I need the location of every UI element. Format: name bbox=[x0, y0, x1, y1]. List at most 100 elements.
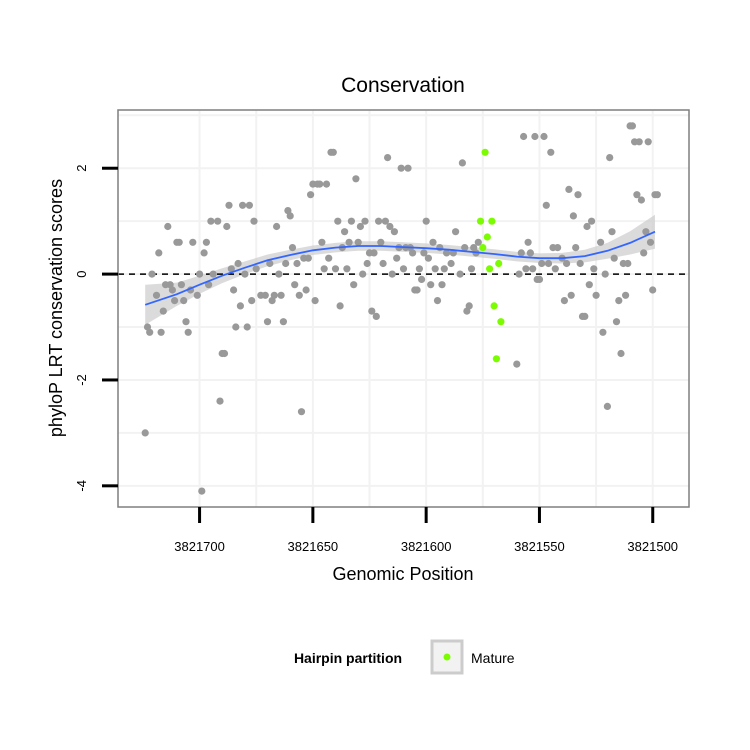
point-other bbox=[336, 302, 344, 310]
point-other bbox=[599, 328, 607, 336]
point-other bbox=[175, 238, 183, 246]
x-tick-label: 3821550 bbox=[514, 539, 565, 554]
point-other bbox=[644, 138, 652, 146]
point-other bbox=[245, 201, 253, 209]
point-other bbox=[225, 201, 233, 209]
y-tick-label: 2 bbox=[74, 165, 89, 172]
point-other bbox=[273, 222, 281, 231]
point-other bbox=[200, 249, 208, 257]
x-tick-label: 3821650 bbox=[288, 539, 339, 554]
point-other bbox=[198, 487, 206, 495]
point-other bbox=[456, 270, 464, 278]
point-other bbox=[581, 312, 589, 320]
point-other bbox=[277, 291, 285, 299]
point-other bbox=[263, 318, 272, 326]
point-other bbox=[467, 265, 476, 273]
point-other bbox=[157, 328, 165, 336]
point-other bbox=[413, 286, 421, 294]
point-other bbox=[529, 265, 537, 273]
point-other bbox=[304, 254, 312, 262]
point-other bbox=[572, 244, 580, 252]
point-other bbox=[431, 265, 439, 273]
point-other bbox=[526, 249, 535, 257]
point-other bbox=[452, 228, 460, 236]
point-other bbox=[155, 249, 163, 257]
x-tick-label: 3821500 bbox=[627, 539, 678, 554]
confidence-ribbon bbox=[145, 214, 655, 325]
point-other bbox=[542, 201, 550, 209]
point-other bbox=[141, 429, 149, 437]
point-other bbox=[461, 244, 469, 252]
point-other bbox=[168, 286, 176, 294]
point-other bbox=[356, 222, 364, 231]
grid-lines bbox=[118, 110, 689, 507]
legend: Hairpin partition Mature bbox=[294, 639, 515, 675]
legend-key-mature-dot bbox=[443, 653, 451, 661]
point-other bbox=[316, 180, 324, 188]
point-other bbox=[590, 265, 598, 273]
point-other bbox=[270, 291, 278, 299]
point-other bbox=[415, 265, 423, 273]
point-other bbox=[585, 281, 593, 289]
point-other bbox=[569, 212, 578, 220]
point-other bbox=[551, 265, 559, 273]
point-other bbox=[148, 270, 156, 278]
point-other bbox=[390, 228, 398, 236]
point-other bbox=[418, 275, 426, 283]
point-other bbox=[388, 270, 396, 278]
point-mature bbox=[476, 217, 485, 225]
point-other bbox=[424, 254, 432, 262]
point-other bbox=[214, 217, 222, 225]
point-other bbox=[375, 217, 383, 225]
point-other bbox=[440, 265, 448, 273]
point-other bbox=[266, 259, 274, 268]
point-other bbox=[343, 265, 351, 273]
point-other bbox=[282, 259, 290, 268]
point-other bbox=[653, 191, 661, 199]
point-other bbox=[302, 286, 310, 294]
point-other bbox=[443, 249, 451, 257]
point-other bbox=[216, 397, 224, 405]
point-other bbox=[447, 259, 455, 268]
point-other bbox=[354, 238, 362, 246]
point-other bbox=[377, 238, 385, 246]
point-other bbox=[177, 281, 185, 289]
point-other bbox=[307, 191, 315, 199]
point-other bbox=[517, 249, 525, 257]
point-other bbox=[184, 328, 192, 336]
point-other bbox=[606, 154, 614, 162]
point-other bbox=[399, 265, 408, 273]
point-other bbox=[633, 191, 641, 199]
point-other bbox=[612, 318, 621, 326]
point-other bbox=[427, 281, 435, 289]
plot-panel-border bbox=[117, 109, 690, 508]
point-other bbox=[261, 291, 269, 299]
point-other bbox=[196, 270, 204, 278]
point-mature bbox=[483, 233, 491, 241]
point-other bbox=[565, 185, 573, 193]
point-mature bbox=[497, 318, 505, 326]
point-mature bbox=[481, 148, 489, 156]
chart-title: Conservation bbox=[341, 74, 465, 97]
point-other bbox=[637, 196, 646, 204]
point-other bbox=[189, 238, 197, 246]
point-other bbox=[583, 222, 591, 231]
point-other bbox=[531, 132, 539, 141]
point-other bbox=[311, 297, 319, 305]
point-other bbox=[646, 238, 655, 246]
point-other bbox=[465, 302, 473, 310]
point-other bbox=[193, 291, 201, 299]
x-tick-label: 3821700 bbox=[174, 539, 225, 554]
point-other bbox=[560, 297, 569, 305]
point-other bbox=[404, 164, 412, 172]
point-other bbox=[334, 217, 342, 225]
point-mature bbox=[492, 355, 500, 363]
point-other bbox=[180, 297, 188, 305]
point-other bbox=[649, 286, 657, 294]
point-other bbox=[182, 318, 190, 326]
point-other bbox=[341, 228, 349, 236]
plot-panel bbox=[118, 110, 689, 507]
point-other bbox=[379, 259, 387, 268]
point-other bbox=[372, 312, 380, 320]
point-other bbox=[640, 249, 648, 257]
